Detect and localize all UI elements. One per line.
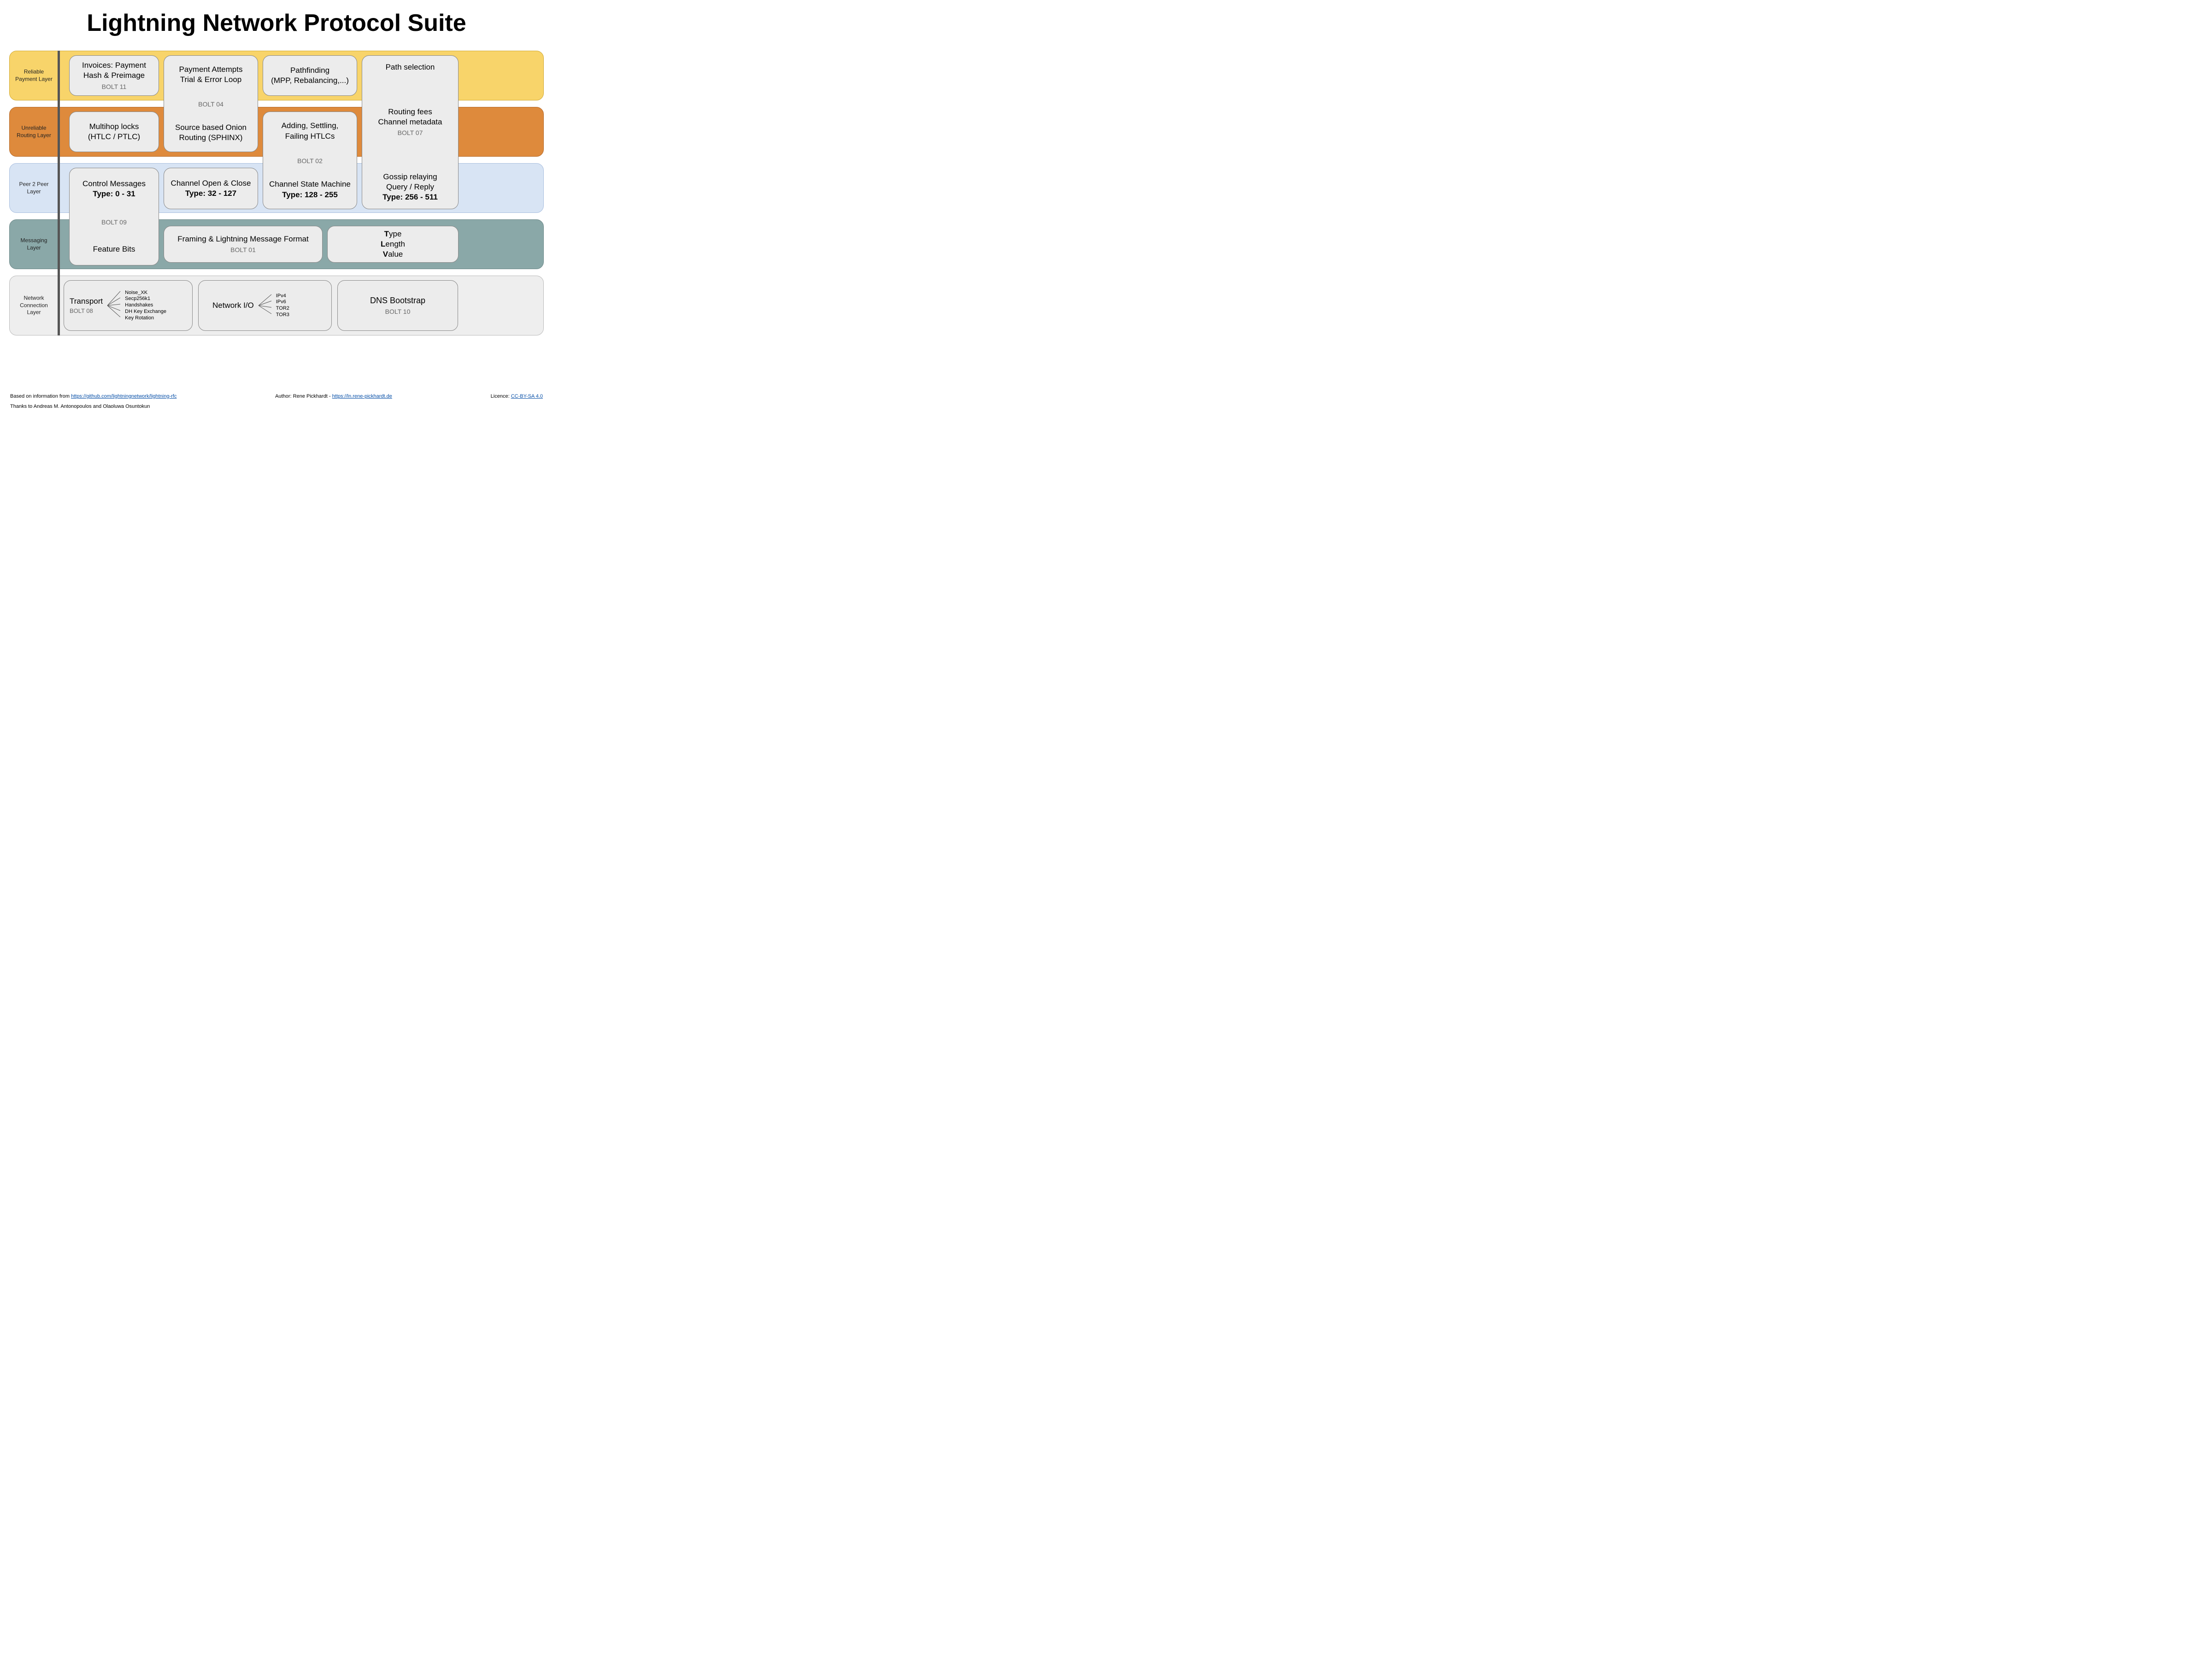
footer: Based on information from https://github… [10, 394, 543, 409]
box-control-feature: Control MessagesType: 0 - 31BOLT 09Featu… [69, 168, 159, 265]
layer-label-reliable: Reliable Payment Layer [14, 68, 53, 82]
layer-label-messaging: Messaging Layer [14, 237, 53, 251]
box-dns: DNS BootstrapBOLT 10 [337, 280, 458, 331]
layer-label-network: Network Connection Layer [14, 295, 53, 317]
box-framing: Framing & Lightning Message FormatBOLT 0… [164, 226, 323, 263]
vertical-divider [58, 51, 60, 335]
footer-author: Author: Rene Pickhardt - https://ln.rene… [275, 394, 392, 399]
layer-label-p2p: Peer 2 Peer Layer [14, 181, 53, 195]
author-link[interactable]: https://ln.rene-pickhardt.de [332, 394, 392, 399]
layer-label-unreliable: Unreliable Routing Layer [14, 124, 53, 139]
box-invoices: Invoices: PaymentHash & PreimageBOLT 11 [69, 55, 159, 96]
footer-licence: Licence: CC-BY-SA 4.0 [491, 394, 543, 399]
box-path-selection: Path selectionRouting feesChannel metada… [362, 55, 459, 209]
box-multihop: Multihop locks(HTLC / PTLC) [69, 112, 159, 152]
box-pathfinding: Pathfinding(MPP, Rebalancing,...) [263, 55, 357, 96]
box-payment-attempts-onion: Payment AttemptsTrial & Error LoopBOLT 0… [164, 55, 258, 152]
source-link[interactable]: https://github.com/lightningnetwork/ligh… [71, 394, 176, 399]
box-netio: Network I/OIPv4IPv6TOR2TOR3 [198, 280, 332, 331]
box-channel-open: Channel Open & CloseType: 32 - 127 [164, 168, 258, 209]
box-htlc-state: Adding, Settling,Failing HTLCsBOLT 02Cha… [263, 112, 357, 209]
box-transport: TransportBOLT 08Noise_XKSecp256k1Handsha… [64, 280, 193, 331]
footer-thanks: Thanks to Andreas M. Antonopoulos and Ol… [10, 404, 543, 409]
licence-link[interactable]: CC-BY-SA 4.0 [511, 394, 543, 399]
footer-source: Based on information from https://github… [10, 394, 176, 399]
page-title: Lightning Network Protocol Suite [0, 0, 553, 48]
box-tlv: TypeLengthValue [327, 226, 459, 263]
